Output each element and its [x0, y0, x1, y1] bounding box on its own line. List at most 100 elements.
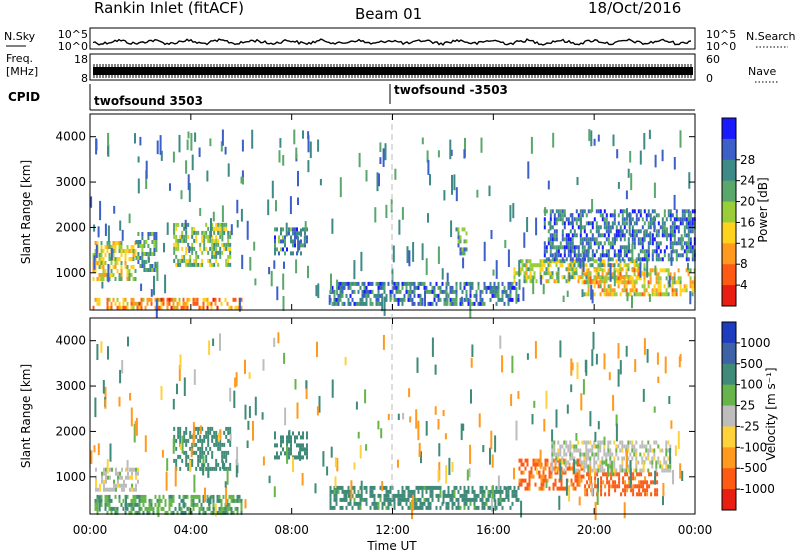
velocity-cell	[212, 506, 215, 511]
power-cell	[155, 248, 158, 252]
power-cell	[627, 257, 630, 262]
power-cell	[254, 278, 257, 286]
power-cell	[122, 301, 125, 306]
velocity-cell	[212, 494, 215, 499]
power-cell	[629, 213, 632, 218]
velocity-cell	[334, 457, 337, 468]
power-cell	[609, 241, 612, 246]
power-cell	[290, 251, 292, 256]
y-tick-label: 2000	[55, 220, 86, 234]
velocity-cell	[628, 484, 631, 489]
velocity-cell	[518, 478, 521, 483]
velocity-cell	[190, 448, 193, 458]
power-cell	[293, 129, 296, 145]
power-cell	[150, 301, 153, 306]
power-cell	[202, 301, 205, 306]
power-cell	[106, 249, 109, 253]
velocity-cell	[202, 464, 205, 476]
power-cell	[607, 249, 610, 254]
power-cell	[611, 241, 614, 246]
velocity-cell	[591, 448, 594, 453]
power-cell	[633, 284, 636, 289]
power-cell	[197, 262, 200, 267]
velocity-cell	[268, 475, 271, 484]
velocity-cell	[129, 392, 132, 401]
velocity-cell	[632, 492, 635, 497]
power-cell	[597, 245, 600, 250]
velocity-cell	[278, 455, 280, 460]
velocity-cell	[603, 353, 606, 370]
velocity-cell	[401, 493, 404, 498]
velocity-cell	[609, 456, 612, 461]
velocity-cell	[453, 485, 456, 490]
velocity-cell	[233, 390, 236, 409]
velocity-cell	[644, 492, 647, 497]
velocity-cell	[170, 510, 173, 515]
velocity-cell	[215, 462, 218, 467]
power-cell	[633, 245, 636, 250]
velocity-cell	[127, 471, 129, 476]
power-cell	[97, 226, 100, 238]
power-cell	[369, 289, 372, 294]
power-cell	[571, 233, 574, 238]
velocity-cell	[135, 483, 137, 488]
power-cell	[679, 280, 682, 285]
velocity-cell	[578, 469, 581, 486]
velocity-cell	[437, 497, 440, 502]
velocity-cell	[132, 494, 135, 499]
velocity-cell	[573, 459, 576, 474]
velocity-cell	[489, 447, 491, 465]
power-cell	[229, 234, 232, 239]
velocity-cell	[223, 462, 226, 467]
velocity-cell	[543, 418, 546, 432]
power-cell	[331, 285, 334, 290]
power-cell	[194, 297, 197, 302]
power-cell	[241, 139, 244, 152]
power-cell	[175, 246, 178, 251]
power-cell	[671, 276, 674, 281]
power-cell	[649, 221, 652, 226]
power-cell	[522, 287, 525, 301]
power-cell	[603, 292, 606, 297]
velocity-cell	[473, 505, 476, 510]
power-cell	[523, 271, 526, 276]
velocity-cell	[343, 497, 346, 502]
velocity-cell	[463, 501, 466, 506]
power-cell	[297, 197, 299, 206]
power-cell	[575, 257, 578, 262]
power-cell	[637, 217, 640, 222]
power-cell	[211, 250, 214, 255]
power-cell	[645, 229, 648, 234]
power-cell	[211, 226, 214, 231]
velocity-cell	[117, 483, 119, 488]
velocity-cell	[211, 450, 214, 455]
velocity-cell	[655, 460, 658, 465]
power-cell	[630, 173, 633, 191]
power-cell	[218, 297, 221, 302]
power-cell	[191, 250, 194, 255]
velocity-cell	[148, 506, 151, 511]
power-cell	[393, 281, 396, 286]
power-cell	[182, 305, 185, 310]
velocity-cell	[466, 469, 469, 481]
power-cell	[661, 229, 664, 234]
velocity-cell	[341, 505, 344, 510]
velocity-cell	[540, 474, 543, 479]
velocity-cell	[493, 489, 496, 494]
velocity-cell	[125, 483, 127, 488]
velocity-cell	[614, 472, 617, 477]
power-cell	[667, 280, 670, 285]
velocity-cell	[417, 505, 420, 510]
velocity-cell	[375, 505, 378, 510]
velocity-cell	[625, 444, 628, 449]
power-cell	[317, 139, 320, 152]
power-cell	[147, 256, 150, 263]
power-cell	[621, 213, 624, 218]
velocity-cell	[334, 476, 337, 489]
power-cell	[207, 238, 210, 243]
power-cell	[633, 209, 636, 214]
velocity-cell	[115, 467, 117, 472]
velocity-cell	[646, 492, 649, 497]
velocity-cell	[487, 505, 490, 510]
